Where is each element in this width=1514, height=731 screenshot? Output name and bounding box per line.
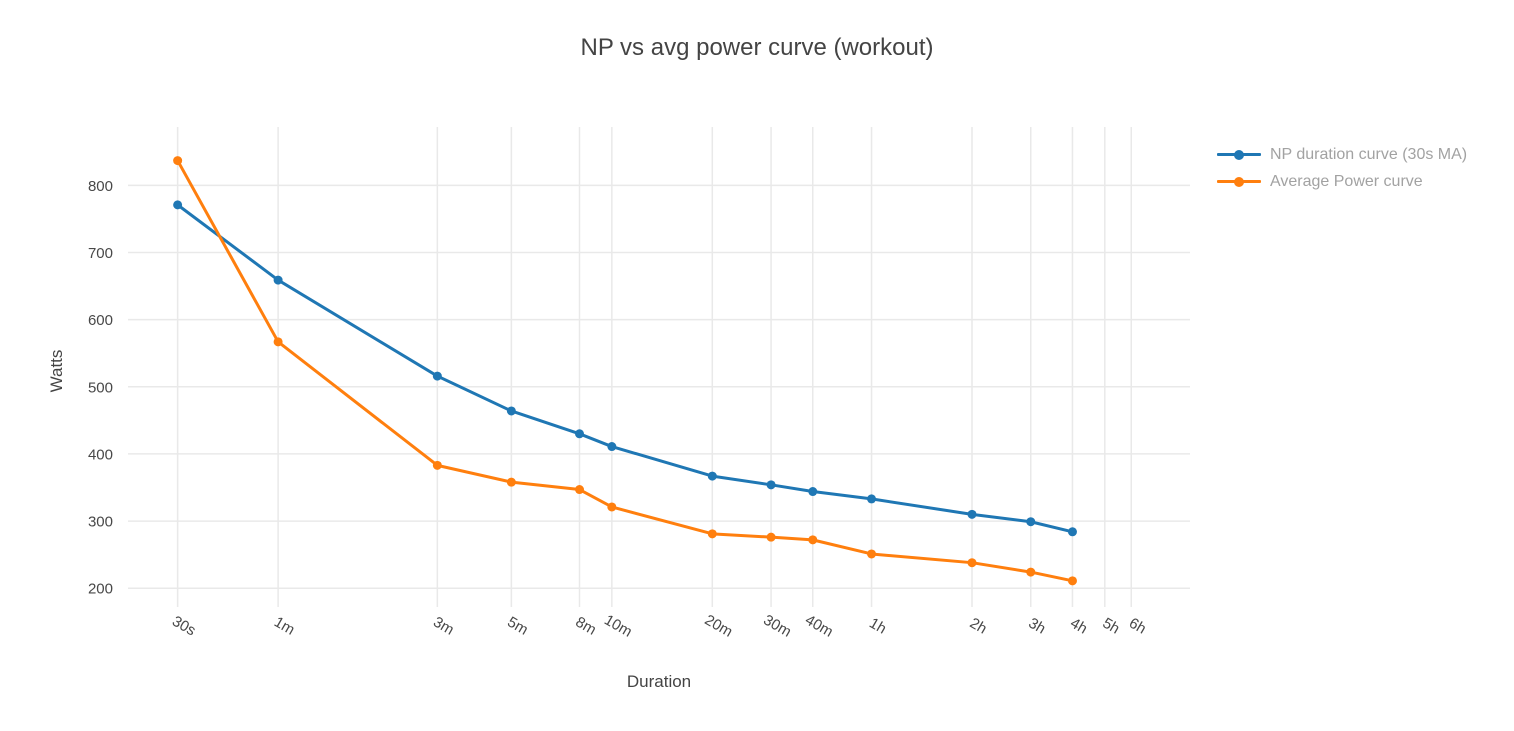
np-data-point-30s[interactable] [173, 200, 183, 210]
avg-data-point-10m[interactable] [607, 502, 617, 512]
np-data-point-1m[interactable] [273, 275, 283, 285]
x-tick-label-2h: 2h [967, 615, 990, 638]
x-tick-label-6h: 6h [1126, 615, 1149, 638]
x-tick-label-8m: 8m [572, 614, 599, 639]
chart-title: NP vs avg power curve (workout) [580, 34, 934, 61]
avg-legend-marker-icon [1217, 176, 1261, 187]
avg-data-point-1h[interactable] [867, 549, 877, 559]
avg-data-point-2h[interactable] [967, 558, 977, 568]
avg-series-line [176, 159, 1074, 583]
legend-item-np[interactable]: NP duration curve (30s MA) [1217, 141, 1467, 168]
y-tick-label-200: 200 [88, 581, 113, 598]
avg-data-point-3m[interactable] [432, 460, 442, 470]
y-tick-label-300: 300 [88, 514, 113, 531]
np-data-point-5m[interactable] [506, 406, 516, 416]
avg-data-point-8m[interactable] [574, 485, 584, 495]
avg-data-point-4h[interactable] [1067, 576, 1077, 586]
np-data-point-40m[interactable] [808, 487, 818, 497]
y-tick-label-500: 500 [88, 379, 113, 396]
x-axis-title: Duration [626, 672, 692, 691]
np-data-point-30m[interactable] [766, 480, 776, 490]
np-data-point-4h[interactable] [1067, 527, 1077, 537]
np-data-point-10m[interactable] [607, 442, 617, 452]
x-tick-label-3h: 3h [1026, 615, 1049, 638]
avg-data-point-1m[interactable] [273, 337, 283, 347]
np-data-point-1h[interactable] [867, 494, 877, 504]
avg-data-point-5m[interactable] [506, 477, 516, 487]
x-tick-label-1h: 1h [866, 615, 889, 638]
x-tick-label-30m: 30m [760, 611, 794, 640]
x-tick-label-1m: 1m [271, 614, 298, 639]
np-data-point-3h[interactable] [1026, 517, 1036, 527]
x-tick-label-4h: 4h [1067, 615, 1090, 638]
np-data-point-20m[interactable] [707, 471, 717, 481]
x-tick-label-5m: 5m [504, 614, 531, 639]
y-tick-label-600: 600 [88, 312, 113, 329]
x-tick-label-40m: 40m [802, 611, 836, 640]
legend-item-avg[interactable]: Average Power curve [1217, 168, 1467, 195]
legend-label-avg: Average Power curve [1270, 172, 1423, 190]
x-tick-label-10m: 10m [601, 611, 635, 640]
np-data-point-8m[interactable] [574, 429, 584, 439]
x-tick-label-20m: 20m [702, 611, 736, 640]
x-tick-label-5h: 5h [1100, 615, 1123, 638]
y-tick-label-400: 400 [88, 446, 113, 463]
avg-data-point-40m[interactable] [808, 535, 818, 545]
legend-label-np: NP duration curve (30s MA) [1270, 145, 1468, 163]
np-legend-marker-icon [1217, 149, 1261, 160]
y-tick-label-700: 700 [88, 245, 113, 262]
x-tick-label-30s: 30s [169, 613, 198, 640]
avg-data-point-20m[interactable] [707, 529, 717, 539]
y-axis-title: Watts [47, 349, 66, 393]
legend: NP duration curve (30s MA) Average Power… [1217, 141, 1467, 195]
np-data-point-2h[interactable] [967, 509, 977, 519]
x-tick-label-3m: 3m [430, 614, 457, 639]
avg-data-point-30m[interactable] [766, 532, 776, 542]
np-data-point-3m[interactable] [432, 371, 442, 381]
avg-data-point-3h[interactable] [1026, 567, 1036, 577]
avg-data-point-30s[interactable] [173, 156, 183, 166]
y-tick-label-800: 800 [88, 178, 113, 195]
